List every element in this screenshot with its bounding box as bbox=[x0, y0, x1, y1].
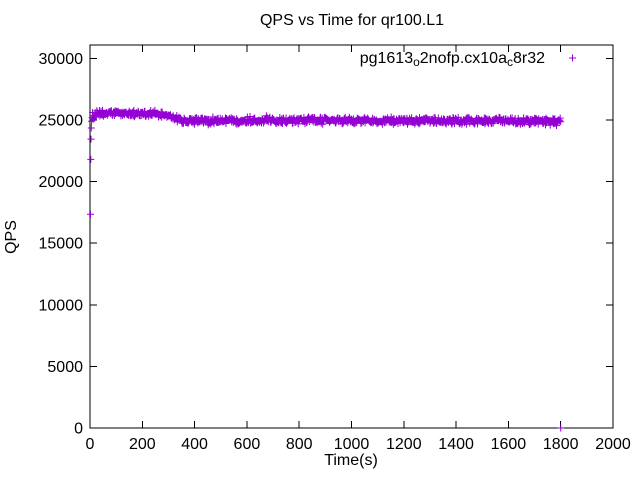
legend-marker-plus-icon bbox=[569, 54, 576, 62]
y-tick-label: 25000 bbox=[39, 113, 84, 130]
y-axis-label: QPS bbox=[3, 220, 20, 254]
chart-title: QPS vs Time for qr100.L1 bbox=[260, 12, 444, 29]
y-tick-label: 15000 bbox=[39, 236, 84, 253]
y-tick-label: 10000 bbox=[39, 297, 84, 314]
x-tick-label: 800 bbox=[286, 436, 313, 453]
series-pg1613_o2nofp.cx10a_c8r32 bbox=[87, 106, 565, 432]
y-tick-label: 5000 bbox=[47, 359, 83, 376]
axes bbox=[89, 44, 614, 429]
x-tick-label: 1400 bbox=[438, 436, 474, 453]
x-tick-label: 0 bbox=[86, 436, 95, 453]
legend: pg1613o2nofp.cx10ac8r32 bbox=[360, 50, 576, 69]
x-axis-label: Time(s) bbox=[324, 452, 378, 469]
x-tick-label: 600 bbox=[234, 436, 261, 453]
x-tick-label: 400 bbox=[181, 436, 208, 453]
x-tick-label: 1000 bbox=[334, 436, 370, 453]
data-points bbox=[87, 106, 565, 432]
x-tick-label: 2000 bbox=[595, 436, 631, 453]
x-tick-label: 1800 bbox=[543, 436, 579, 453]
x-tick-label: 200 bbox=[129, 436, 156, 453]
y-tick-label: 20000 bbox=[39, 174, 84, 191]
x-tick-label: 1200 bbox=[386, 436, 422, 453]
legend-series-label: pg1613o2nofp.cx10ac8r32 bbox=[360, 50, 545, 69]
y-tick-label: 30000 bbox=[39, 51, 84, 68]
x-tick-label: 1600 bbox=[491, 436, 527, 453]
tick-labels: 0 200 400 600 800 1000 1200 1400 1600 1800 2000050… bbox=[39, 51, 631, 453]
y-tick-label: 0 bbox=[74, 421, 83, 438]
